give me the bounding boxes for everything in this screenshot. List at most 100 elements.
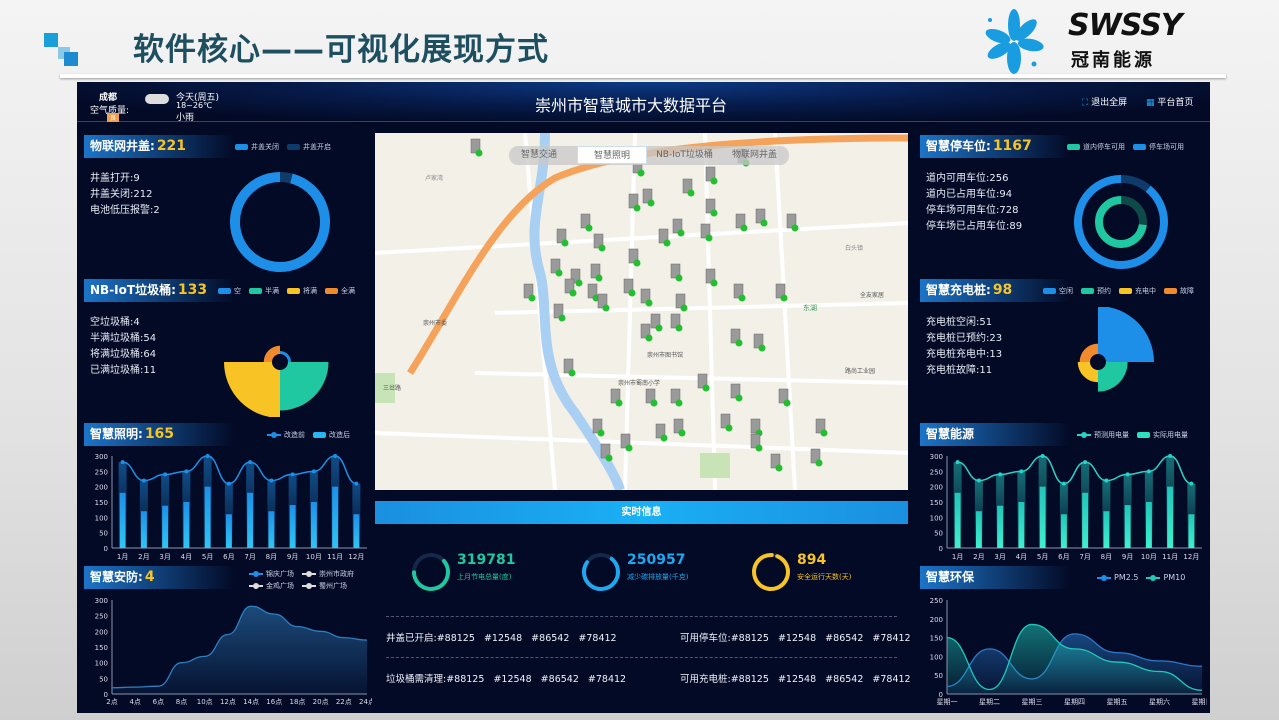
exit-fullscreen-button[interactable]: ⛶ 退出全屏: [1082, 98, 1128, 108]
y-tick-label: 200: [930, 484, 943, 492]
kpi-value: 894: [797, 552, 827, 568]
map-tab-lighting[interactable]: 智慧照明: [577, 146, 647, 164]
bar: [1018, 502, 1025, 548]
lighting-chart: 0 50 100 150 200 250 300 1月 2月 3月 4月 5月 6月 7月 8月 9月 10月 1…: [95, 453, 367, 561]
line-point: [1083, 460, 1088, 465]
x-tick-label: 星期三: [1022, 698, 1043, 706]
marker-status-dot: [633, 259, 641, 267]
marker-status-dot: [702, 384, 710, 392]
charging-rose-slice: [1079, 343, 1098, 362]
series-line: [111, 605, 368, 689]
line-point: [998, 472, 1003, 477]
map-tab-traffic[interactable]: 智慧交通: [520, 150, 557, 160]
fullscreen-icon: ⛶: [1082, 98, 1092, 108]
marker-status-dot: [675, 274, 683, 282]
y-tick-label: 300: [930, 453, 943, 461]
security-chart: 0 50 100 150 200 250 300 2点 4点 6点 8点 10点 12点 14点 16点 18…: [95, 597, 372, 706]
bar: [204, 486, 211, 548]
divider: [386, 657, 897, 658]
marker-status-dot: [561, 239, 569, 247]
marker-status-dot: [710, 209, 718, 217]
parking-donut-chart: [1074, 175, 1168, 269]
marker-status-dot: [602, 304, 610, 312]
y-tick-label: 0: [104, 545, 108, 553]
bar: [353, 514, 360, 548]
y-tick-label: 300: [95, 453, 108, 461]
divider: [60, 74, 1226, 78]
marker-status-dot: [710, 177, 718, 185]
parking-stats: 道内可用车位:256 道内已占用车位:94 停车场可用车位:728 停车场已占用车位:…: [926, 173, 1023, 232]
map-tab-well[interactable]: 物联网井盖: [731, 150, 777, 160]
x-tick-label: 12月: [1183, 553, 1199, 561]
marker-status-dot: [735, 339, 743, 347]
bar: [997, 505, 1004, 548]
map-canvas: [375, 133, 908, 490]
map[interactable]: 卢家湾 崇州市图书馆 崇州市蜀南小学 路尚工业园 全友家居 东湖 崇州市委 白头…: [375, 133, 908, 490]
x-tick-label: 星期六: [1149, 697, 1170, 706]
weather-day: 今天(周五): [176, 93, 220, 103]
marker-status-dot: [791, 224, 799, 232]
map-tab-trash[interactable]: NB-IoT垃圾桶: [656, 150, 713, 160]
marker-status-dot: [558, 314, 566, 322]
bar: [1082, 492, 1089, 548]
x-tick-label: 16点: [266, 698, 282, 706]
parking-inner-segment: [1095, 196, 1147, 248]
map-label: 崇州市图书馆: [647, 352, 684, 359]
well-donut-segment: [279, 172, 293, 184]
y-tick-label: 100: [930, 514, 943, 522]
series-line: [122, 455, 357, 485]
map-label: 崇州市蜀南小学: [618, 380, 661, 387]
x-tick-label: 22点: [336, 698, 352, 706]
charging-legend: 空闲 预约 充电中 故障: [1043, 286, 1194, 296]
air-quality-label: 空气质量:: [90, 106, 130, 116]
parking-outer-segment: [1074, 175, 1168, 269]
marker-status-dot: [568, 369, 576, 377]
line-point: [333, 454, 338, 458]
marker-status-dot: [740, 224, 748, 232]
line-point: [163, 472, 168, 477]
trash-legend: 空半满 将满 全满: [218, 286, 355, 296]
parking-outer-segment: [1120, 175, 1151, 192]
marker-status-dot: [677, 229, 685, 237]
marker-status-dot: [725, 424, 733, 432]
security-legend: 锦庆广场 崇州市政府 金鸡广场 蜀州广场: [249, 569, 359, 591]
marker-status-dot: [755, 444, 763, 452]
well-stats: 井盖打开:9 井盖关闭:212 电池低压报警:2: [90, 173, 160, 216]
x-tick-label: 14点: [243, 698, 259, 706]
gauge-fill: [752, 553, 790, 591]
charging-stats: 充电桩空闲:51 充电桩已预约:23 充电桩充电中:13 充电桩故障:11: [926, 317, 1003, 376]
marker-status-dot: [605, 454, 613, 462]
slide-title: 软件核心——可视化展现方式: [133, 32, 549, 68]
y-tick-label: 0: [939, 691, 943, 699]
marker-status-dot: [598, 244, 606, 252]
map-label: 三岔路: [383, 385, 402, 392]
line-point: [1168, 454, 1173, 458]
gauge-fill: [582, 556, 620, 591]
energy-legend: 预测用电量 实际用电量: [1077, 430, 1188, 440]
y-tick-label: 0: [104, 691, 108, 699]
bar: [268, 511, 275, 548]
x-tick-label: 11月: [1162, 553, 1178, 561]
charging-rose-slice: [1098, 362, 1128, 392]
y-tick-label: 250: [95, 468, 108, 476]
env-chart: 0 50 100 150 200 250 星期一 星期二 星期三 星期四 星期五 星期六 星期日: [930, 597, 1207, 706]
line-point: [354, 481, 359, 486]
line-point: [248, 460, 253, 465]
kpi-gauge: [752, 553, 790, 591]
bar: [1188, 514, 1195, 548]
marker-status-dot: [585, 224, 593, 232]
home-button[interactable]: ▦ 平台首页: [1146, 98, 1194, 108]
air-quality-badge: 良: [107, 113, 120, 122]
y-tick-label: 250: [930, 468, 943, 476]
x-tick-label: 4点: [129, 698, 140, 706]
marker-status-dot: [655, 324, 663, 332]
y-tick-label: 0: [939, 545, 943, 553]
x-tick-label: 12点: [220, 698, 236, 706]
well-panel-header: 物联网井盖: 221: [84, 135, 234, 158]
marker-status-dot: [675, 399, 683, 407]
marker-status-dot: [680, 304, 688, 312]
series-line: [957, 455, 1192, 485]
x-tick-label: 10月: [1141, 553, 1157, 561]
marker-status-dot: [663, 239, 671, 247]
kpi-label: 安全运行天数(天): [797, 573, 852, 581]
